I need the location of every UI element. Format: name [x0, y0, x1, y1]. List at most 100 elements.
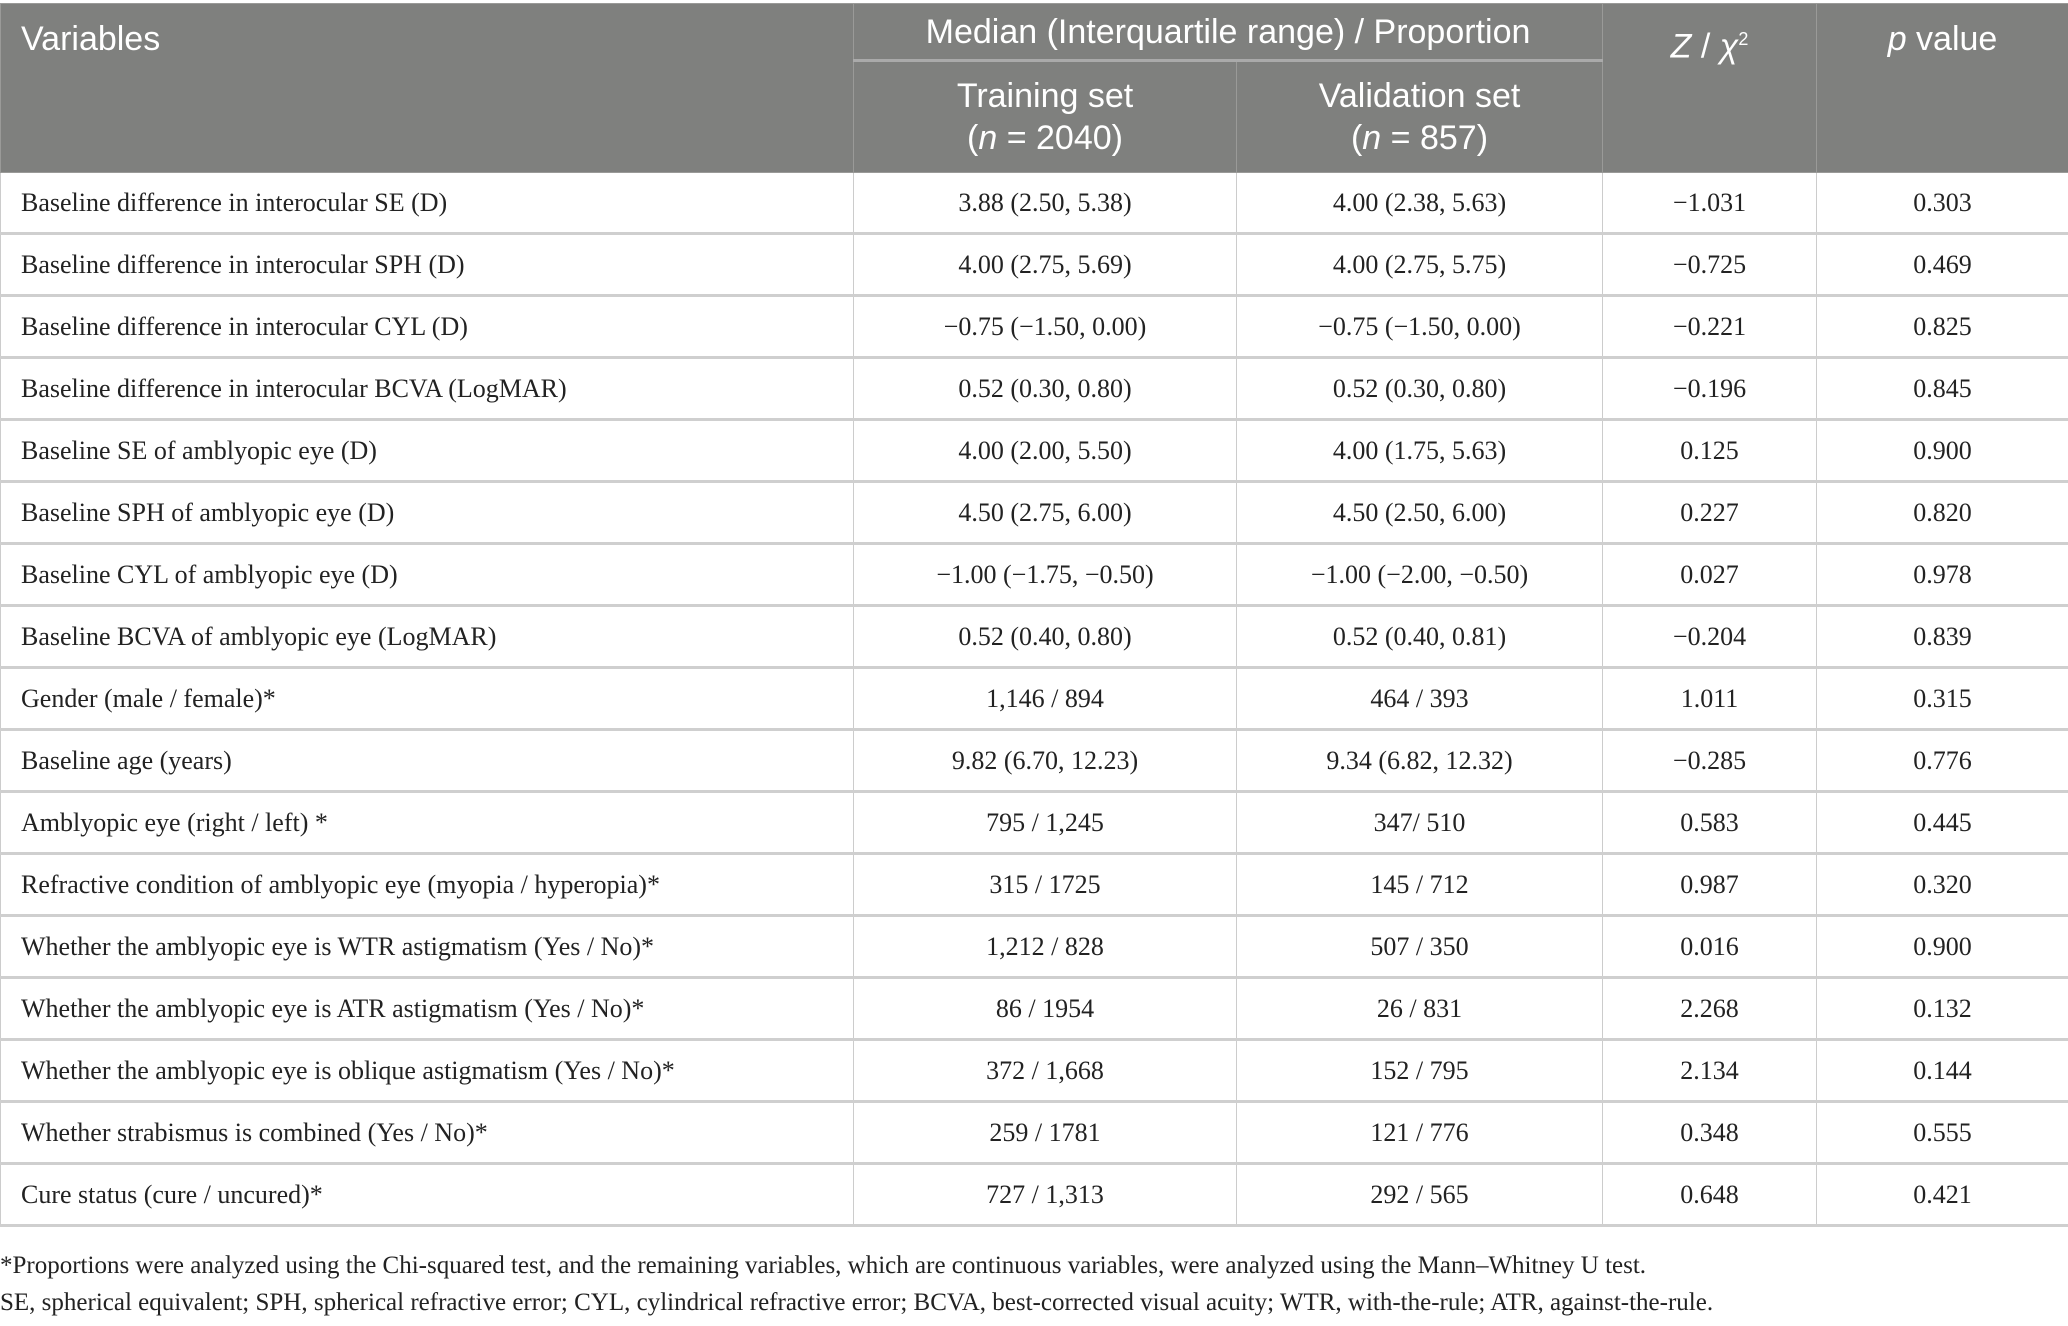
table-row: Baseline age (years) 9.82 (6.70, 12.23) 9.…: [0, 729, 2068, 793]
variable-cell: Baseline difference in interocular SE (D…: [0, 172, 854, 235]
header-training-set: Training set (n = 2040): [853, 59, 1237, 173]
validation-cell: 152 / 795: [1235, 1039, 1604, 1103]
table-row: Whether the amblyopic eye is ATR astigma…: [0, 977, 2068, 1041]
statistic-cell: 0.016: [1602, 915, 1818, 979]
variable-cell: Baseline SE of amblyopic eye (D): [0, 419, 854, 483]
table-row: Whether the amblyopic eye is oblique ast…: [0, 1039, 2068, 1103]
header-variables: Variables: [0, 3, 854, 173]
p-value-cell: 0.469: [1816, 233, 2068, 297]
variable-cell: Baseline difference in interocular CYL (…: [0, 295, 854, 359]
validation-cell: 4.00 (1.75, 5.63): [1235, 419, 1604, 483]
validation-cell: 4.50 (2.50, 6.00): [1235, 481, 1604, 545]
variable-cell: Amblyopic eye (right / left) *: [0, 791, 854, 855]
training-cell: 86 / 1954: [853, 977, 1237, 1041]
training-cell: 4.00 (2.75, 5.69): [853, 233, 1237, 297]
p-value-cell: 0.900: [1816, 419, 2068, 483]
training-cell: −0.75 (−1.50, 0.00): [853, 295, 1237, 359]
training-cell: −1.00 (−1.75, −0.50): [853, 543, 1237, 607]
statistic-cell: 0.648: [1602, 1163, 1818, 1227]
variable-cell: Baseline difference in interocular BCVA …: [0, 357, 854, 421]
p-value-cell: 0.555: [1816, 1101, 2068, 1165]
header-validation-set: Validation set (n = 857): [1235, 59, 1604, 173]
training-cell: 0.52 (0.40, 0.80): [853, 605, 1237, 669]
p-value-cell: 0.315: [1816, 667, 2068, 731]
header-statistic: Z / χ2: [1602, 3, 1818, 173]
statistic-cell: −0.285: [1602, 729, 1818, 793]
p-value-cell: 0.845: [1816, 357, 2068, 421]
training-cell: 372 / 1,668: [853, 1039, 1237, 1103]
validation-cell: 9.34 (6.82, 12.32): [1235, 729, 1604, 793]
validation-cell: 26 / 831: [1235, 977, 1604, 1041]
variable-cell: Cure status (cure / uncured)*: [0, 1163, 854, 1227]
training-cell: 1,212 / 828: [853, 915, 1237, 979]
variable-cell: Whether the amblyopic eye is WTR astigma…: [0, 915, 854, 979]
header-group: Median (Interquartile range) / Proportio…: [852, 3, 1604, 61]
validation-cell: 464 / 393: [1235, 667, 1604, 731]
p-value-cell: 0.776: [1816, 729, 2068, 793]
training-cell: 259 / 1781: [853, 1101, 1237, 1165]
training-cell: 795 / 1,245: [853, 791, 1237, 855]
statistic-cell: 0.583: [1602, 791, 1818, 855]
p-value-cell: 0.445: [1816, 791, 2068, 855]
statistic-cell: 2.134: [1602, 1039, 1818, 1103]
training-cell: 4.50 (2.75, 6.00): [853, 481, 1237, 545]
variable-cell: Whether strabismus is combined (Yes / No…: [0, 1101, 854, 1165]
table-row: Baseline SPH of amblyopic eye (D) 4.50 (2…: [0, 481, 2068, 545]
training-cell: 4.00 (2.00, 5.50): [853, 419, 1237, 483]
statistic-cell: 0.227: [1602, 481, 1818, 545]
statistic-cell: 0.125: [1602, 419, 1818, 483]
validation-cell: 121 / 776: [1235, 1101, 1604, 1165]
statistic-cell: −0.725: [1602, 233, 1818, 297]
table-row: Baseline BCVA of amblyopic eye (LogMAR) 0…: [0, 605, 2068, 669]
statistic-cell: 0.027: [1602, 543, 1818, 607]
p-value-cell: 0.978: [1816, 543, 2068, 607]
variable-cell: Baseline BCVA of amblyopic eye (LogMAR): [0, 605, 854, 669]
statistic-cell: −1.031: [1602, 172, 1818, 235]
validation-cell: 507 / 350: [1235, 915, 1604, 979]
p-value-cell: 0.303: [1816, 172, 2068, 235]
statistic-cell: −0.221: [1602, 295, 1818, 359]
p-value-cell: 0.421: [1816, 1163, 2068, 1227]
statistic-cell: 0.348: [1602, 1101, 1818, 1165]
training-cell: 315 / 1725: [853, 853, 1237, 917]
validation-cell: 145 / 712: [1235, 853, 1604, 917]
table-row: Baseline SE of amblyopic eye (D) 4.00 (2.…: [0, 419, 2068, 483]
header-p-value: p value: [1816, 3, 2068, 173]
table-row: Baseline difference in interocular SE (D…: [0, 172, 2068, 235]
variable-cell: Gender (male / female)*: [0, 667, 854, 731]
training-cell: 727 / 1,313: [853, 1163, 1237, 1227]
p-value-cell: 0.132: [1816, 977, 2068, 1041]
variable-cell: Refractive condition of amblyopic eye (m…: [0, 853, 854, 917]
p-value-cell: 0.900: [1816, 915, 2068, 979]
statistic-cell: −0.204: [1602, 605, 1818, 669]
table-row: Gender (male / female)* 1,146 / 894 464 / …: [0, 667, 2068, 731]
statistic-cell: −0.196: [1602, 357, 1818, 421]
variable-cell: Baseline CYL of amblyopic eye (D): [0, 543, 854, 607]
table-row: Baseline difference in interocular SPH (…: [0, 233, 2068, 297]
training-cell: 9.82 (6.70, 12.23): [853, 729, 1237, 793]
validation-cell: 347/ 510: [1235, 791, 1604, 855]
table-row: Baseline CYL of amblyopic eye (D) −1.00 (…: [0, 543, 2068, 607]
table-row: Whether strabismus is combined (Yes / No…: [0, 1101, 2068, 1165]
variable-cell: Whether the amblyopic eye is ATR astigma…: [0, 977, 854, 1041]
variable-cell: Baseline difference in interocular SPH (…: [0, 233, 854, 297]
training-cell: 0.52 (0.30, 0.80): [853, 357, 1237, 421]
p-value-cell: 0.839: [1816, 605, 2068, 669]
variable-cell: Baseline age (years): [0, 729, 854, 793]
p-value-cell: 0.320: [1816, 853, 2068, 917]
table-row: Whether the amblyopic eye is WTR astigma…: [0, 915, 2068, 979]
p-value-cell: 0.820: [1816, 481, 2068, 545]
table-row: Cure status (cure / uncured)* 727 / 1,313…: [0, 1163, 2068, 1227]
data-table: Variables Median (Interquartile range) /…: [0, 3, 2068, 1227]
validation-cell: 0.52 (0.30, 0.80): [1235, 357, 1604, 421]
validation-cell: 4.00 (2.38, 5.63): [1235, 172, 1604, 235]
table-row: Refractive condition of amblyopic eye (m…: [0, 853, 2068, 917]
training-cell: 1,146 / 894: [853, 667, 1237, 731]
validation-cell: 0.52 (0.40, 0.81): [1235, 605, 1604, 669]
p-value-cell: 0.144: [1816, 1039, 2068, 1103]
footnote-abbreviations: SE, spherical equivalent; SPH, spherical…: [0, 1289, 1714, 1316]
table-row: Baseline difference in interocular CYL (…: [0, 295, 2068, 359]
validation-cell: −1.00 (−2.00, −0.50): [1235, 543, 1604, 607]
statistic-cell: 2.268: [1602, 977, 1818, 1041]
statistic-cell: 0.987: [1602, 853, 1818, 917]
